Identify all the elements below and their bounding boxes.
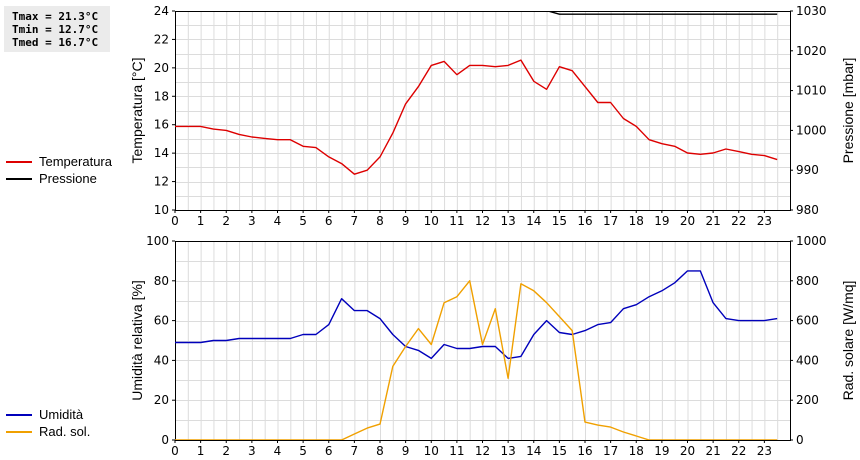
panel1-xtick-label: 14 (526, 214, 541, 228)
panel2-xtick-label: 3 (248, 444, 256, 458)
panel1-ytick-label: 18 (154, 89, 169, 103)
panel1-xtick-label: 3 (248, 214, 256, 228)
panel2-xtick-label: 0 (171, 444, 179, 458)
panel2-xtick-label: 12 (475, 444, 490, 458)
tmed-text: Tmed = 16.7°C (12, 36, 99, 49)
panel2-ytick-label: 60 (154, 314, 169, 328)
panel1-xtick-label: 11 (449, 214, 464, 228)
panel1-xtick-label: 23 (757, 214, 772, 228)
panel1-xtick-label: 19 (654, 214, 669, 228)
panel2-xtick-label: 11 (449, 444, 464, 458)
panel1-xtick-label: 1 (197, 214, 205, 228)
panel2-xtick-label: 8 (376, 444, 384, 458)
panel1-xtick-label: 10 (424, 214, 439, 228)
panel1-series-temperatura (175, 59, 778, 175)
panel2-y2tick-label: 800 (796, 274, 819, 288)
panel1-ytick-label: 24 (154, 4, 169, 18)
legend-label-temperatura: Temperatura (39, 154, 112, 169)
panel1-xtick-label: 13 (500, 214, 515, 228)
panel1-xtick-label: 9 (402, 214, 410, 228)
panel1-xtick-label: 16 (577, 214, 592, 228)
legend-label-umidita: Umidità (39, 407, 84, 422)
panel1-xtick-label: 8 (376, 214, 384, 228)
panel2-xtick-label: 23 (757, 444, 772, 458)
panel2-xtick-label: 4 (274, 444, 282, 458)
panel2-xtick-label: 2 (222, 444, 230, 458)
panel1-ylabel: Temperatura [°C] (129, 58, 145, 164)
panel1-y2tick-label: 980 (796, 203, 819, 217)
panel1-xtick-label: 7 (351, 214, 359, 228)
tmin-text: Tmin = 12.7°C (12, 23, 99, 36)
panel1-xtick-label: 15 (552, 214, 567, 228)
panel1-ytick-label: 16 (154, 118, 169, 132)
panel1-xtick-label: 12 (475, 214, 490, 228)
panel1-xtick-label: 4 (274, 214, 282, 228)
panel2-xtick-label: 14 (526, 444, 541, 458)
panel2-y2tick-label: 200 (796, 393, 819, 407)
panel1-y2tick-label: 990 (796, 163, 819, 177)
panel1-xtick-label: 5 (299, 214, 307, 228)
panel1-series-pressione (546, 11, 778, 15)
panel2-xtick-label: 16 (577, 444, 592, 458)
panel1-ytick-label: 10 (154, 203, 169, 217)
panel2-ytick-label: 80 (154, 274, 169, 288)
panel2-series-rad-sol (175, 280, 778, 440)
panel1-xtick-label: 21 (705, 214, 720, 228)
panel1-y2tick-label: 1010 (796, 84, 827, 98)
panel2-series-umidit (175, 270, 778, 360)
legend-swatch-temperatura (6, 161, 32, 163)
panel2-ytick-label: 0 (161, 433, 169, 447)
panel1-xtick-label: 6 (325, 214, 333, 228)
stats-box: Tmax = 21.3°C Tmin = 12.7°C Tmed = 16.7°… (4, 6, 110, 52)
panel2-ytick-label: 20 (154, 393, 169, 407)
legend-label-pressione: Pressione (39, 171, 97, 186)
panel2-y2tick-label: 0 (796, 433, 804, 447)
panel2-y2tick-label: 600 (796, 314, 819, 328)
panel1-xtick-label: 2 (222, 214, 230, 228)
panel1-ytick-label: 22 (154, 32, 169, 46)
panel1-xtick-label: 20 (680, 214, 695, 228)
panel1-xtick-label: 18 (629, 214, 644, 228)
panel2-ytick-label: 40 (154, 353, 169, 367)
panel2-xtick-label: 13 (500, 444, 515, 458)
legend-swatch-rad-sol (6, 431, 32, 433)
panel2-xtick-label: 10 (424, 444, 439, 458)
panel1-ytick-label: 14 (154, 146, 169, 160)
panel2-ytick-label: 100 (146, 234, 169, 248)
legend-swatch-umidita (6, 414, 32, 416)
panel2-y2label: Rad. solare [W/mq] (840, 281, 856, 401)
legend-swatch-pressione (6, 178, 32, 180)
panel2-ylabel: Umidità relativa [%] (129, 280, 145, 401)
legend-label-rad-sol: Rad. sol. (39, 424, 91, 439)
panel1-xtick-label: 0 (171, 214, 179, 228)
panel2-xtick-label: 19 (654, 444, 669, 458)
panel2-xtick-label: 7 (351, 444, 359, 458)
panel2-xtick-label: 20 (680, 444, 695, 458)
panel2-xtick-label: 6 (325, 444, 333, 458)
panel2-xtick-label: 17 (603, 444, 618, 458)
panel1-y2label: Pressione [mbar] (840, 58, 856, 164)
panel1-ytick-label: 20 (154, 61, 169, 75)
panel2-xtick-label: 22 (731, 444, 746, 458)
panel1-xtick-label: 17 (603, 214, 618, 228)
panel2-y2tick-label: 400 (796, 353, 819, 367)
panel1-y2tick-label: 1000 (796, 123, 827, 137)
panel2-xtick-label: 18 (629, 444, 644, 458)
panel2-xtick-label: 9 (402, 444, 410, 458)
panel2-xtick-label: 15 (552, 444, 567, 458)
panel2-xtick-label: 21 (705, 444, 720, 458)
panel2-y2tick-label: 1000 (796, 234, 827, 248)
panel1-y2tick-label: 1030 (796, 4, 827, 18)
panel2-xtick-label: 5 (299, 444, 307, 458)
panel1-xtick-label: 22 (731, 214, 746, 228)
tmax-text: Tmax = 21.3°C (12, 10, 99, 23)
panel1-ytick-label: 12 (154, 175, 169, 189)
panel2-xtick-label: 1 (197, 444, 205, 458)
panel1-y2tick-label: 1020 (796, 44, 827, 58)
